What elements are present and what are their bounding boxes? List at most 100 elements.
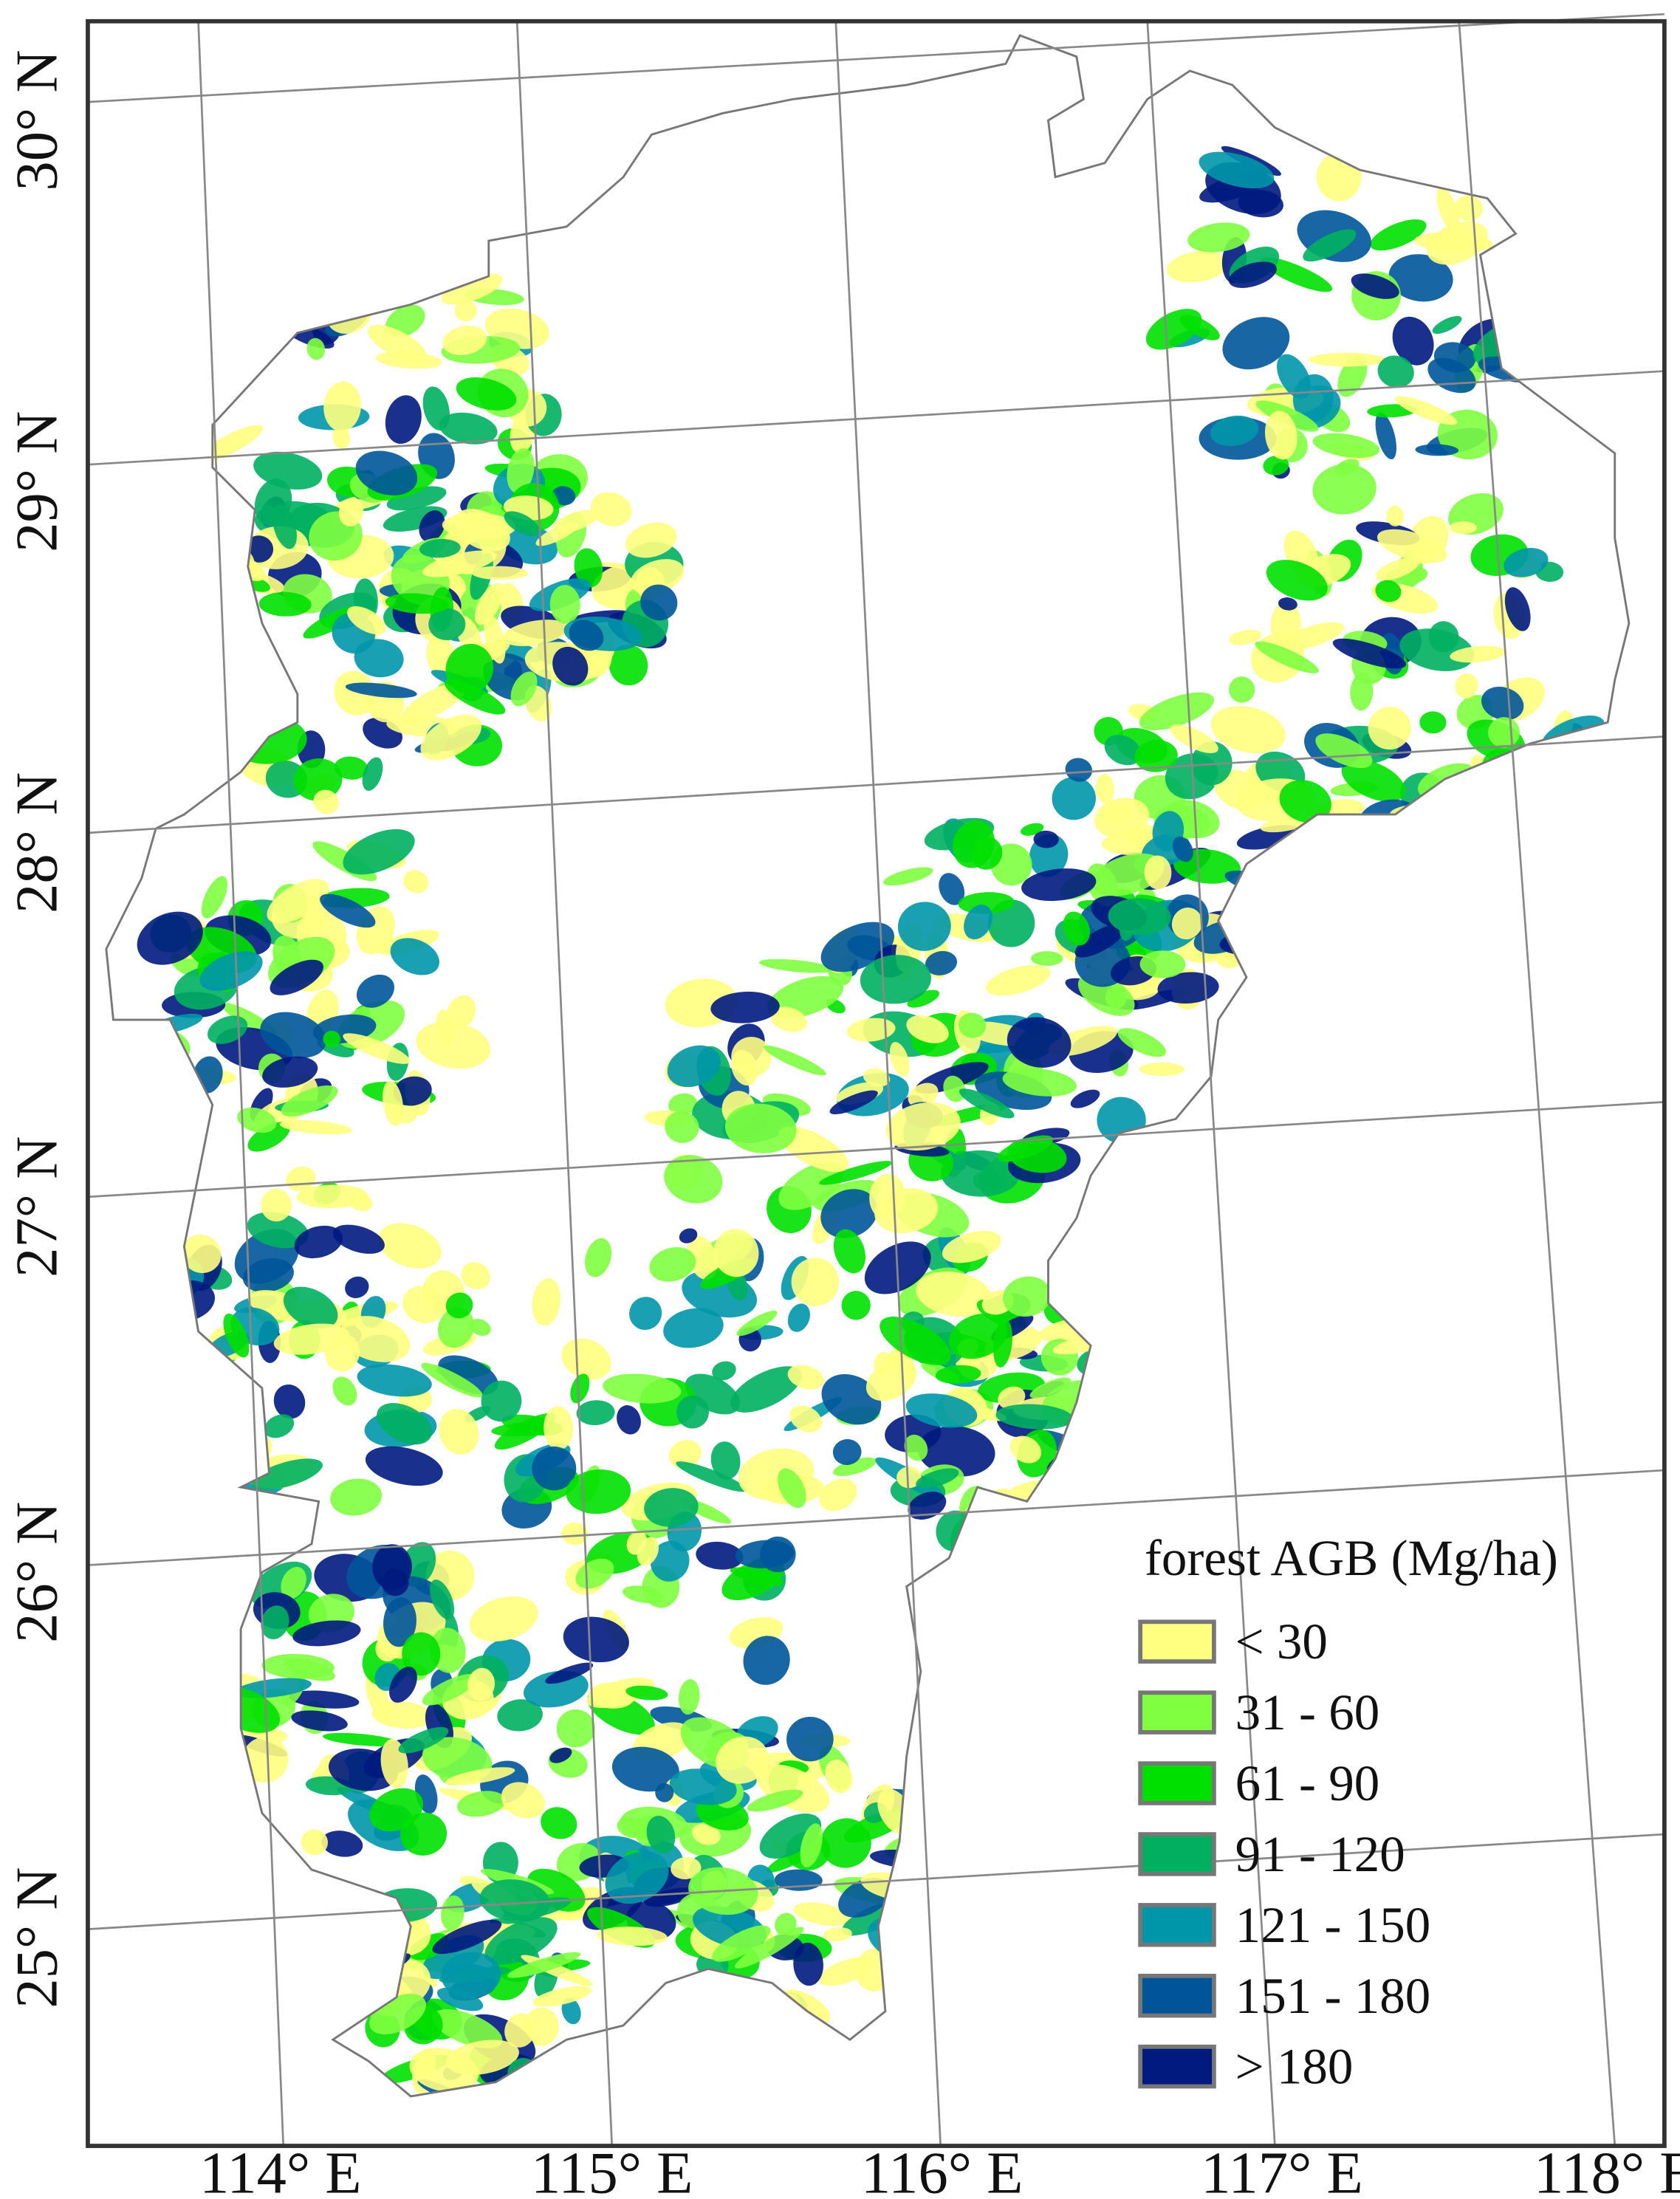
forest-patch [354,639,404,678]
forest-patch [201,876,228,919]
forest-patch [679,1228,698,1243]
forest-patch [247,301,279,326]
forest-patch [665,1111,699,1143]
forest-patch [1386,505,1405,526]
forest-patch [906,1015,949,1043]
forest-patch [1003,1276,1052,1317]
forest-patch [1238,189,1283,218]
forest-patch [156,1367,199,1410]
forest-patch [494,1413,556,1450]
forest-patch [669,1769,737,1805]
forest-patch [258,591,312,617]
forest-patch [545,1662,594,1684]
forest-patch [343,1033,411,1064]
forest-patch [261,1188,292,1222]
legend-swatch [1138,2044,1216,2089]
forest-patch [402,1632,441,1676]
forest-patch [1315,733,1373,769]
forest-patch [731,1049,758,1085]
forest-patch [998,1386,1026,1410]
forest-patch [1392,316,1434,366]
forest-patch [1074,923,1126,958]
forest-patch [1493,810,1515,841]
forest-patch [1097,1097,1146,1144]
forest-patch [340,1316,411,1362]
forest-patch [323,381,361,432]
forest-patch [199,1688,244,1709]
forest-patch [385,593,449,614]
forest-patch [552,646,589,686]
forest-patch [270,959,323,995]
forest-patch [481,1380,522,1422]
forest-patch [237,1107,277,1133]
forest-patch [439,412,498,445]
forest-patch [439,1409,479,1455]
forest-patch [273,1384,306,1419]
forest-patch [650,1540,690,1582]
forest-patch [995,1404,1074,1430]
forest-patch [676,1396,710,1429]
forest-patch [272,504,297,549]
forest-patch [544,1406,574,1450]
forest-patch [874,1188,939,1233]
legend: forest AGB (Mg/ha) < 30 31 - 60 61 - 90 91 … [1138,1529,1558,2095]
forest-patch [161,1374,201,1422]
forest-patch [668,1439,702,1469]
forest-patch [995,1503,1055,1534]
forest-patch [293,758,343,801]
forest-patch [1031,951,1063,966]
forest-patch [1088,1426,1108,1470]
forest-patch [334,670,377,716]
forest-patch [832,1439,862,1465]
forest-patch [1362,154,1389,169]
forest-patch [1541,716,1605,752]
forest-patch [456,377,517,411]
forest-patch [671,1856,702,1880]
forest-patch [378,1223,442,1269]
forest-patch [216,1415,264,1447]
forest-patch [145,1028,191,1061]
forest-patch [1261,257,1333,292]
forest-patch [419,510,445,542]
forest-patch [597,1927,668,1946]
forest-patch [191,658,221,687]
legend-title: forest AGB (Mg/ha) [1145,1529,1558,1586]
forest-patch [251,1458,323,1490]
forest-patch [1228,261,1278,288]
forest-patch [484,1917,558,1965]
forest-patch [992,1319,1012,1368]
forest-patch [320,893,376,928]
forest-patch [385,395,422,445]
forest-patch [908,1083,939,1108]
forest-patch [338,498,364,526]
forest-patch [199,951,263,991]
forest-patch [1490,262,1529,288]
forest-patch [637,1537,659,1566]
forest-patch [916,1272,992,1317]
forest-patch [156,1369,194,1404]
forest-patch [137,911,203,965]
forest-patch [649,1247,696,1282]
forest-patch [253,272,317,290]
forest-patch [1412,134,1443,161]
forest-patch [223,692,298,707]
longitude-label: 117° E [1201,2140,1362,2199]
forest-patch [461,1262,490,1290]
forest-patch [279,1120,352,1135]
forest-patch [247,1212,309,1249]
forest-patch [383,1080,404,1126]
forest-patch [1481,687,1524,721]
forest-patch [1332,638,1407,669]
forest-patch [261,1653,335,1679]
forest-patch [907,989,940,1008]
forest-patch [355,450,418,495]
longitude-label: 115° E [531,2140,693,2199]
forest-patch [1266,560,1328,601]
forest-layer [137,134,1605,2096]
forest-patch [549,1747,572,1763]
legend-swatch [1138,1974,1216,2018]
forest-patch [306,337,326,360]
forest-patch [1157,972,1219,1004]
forest-patch [223,1313,250,1358]
forest-patch [345,1276,369,1299]
